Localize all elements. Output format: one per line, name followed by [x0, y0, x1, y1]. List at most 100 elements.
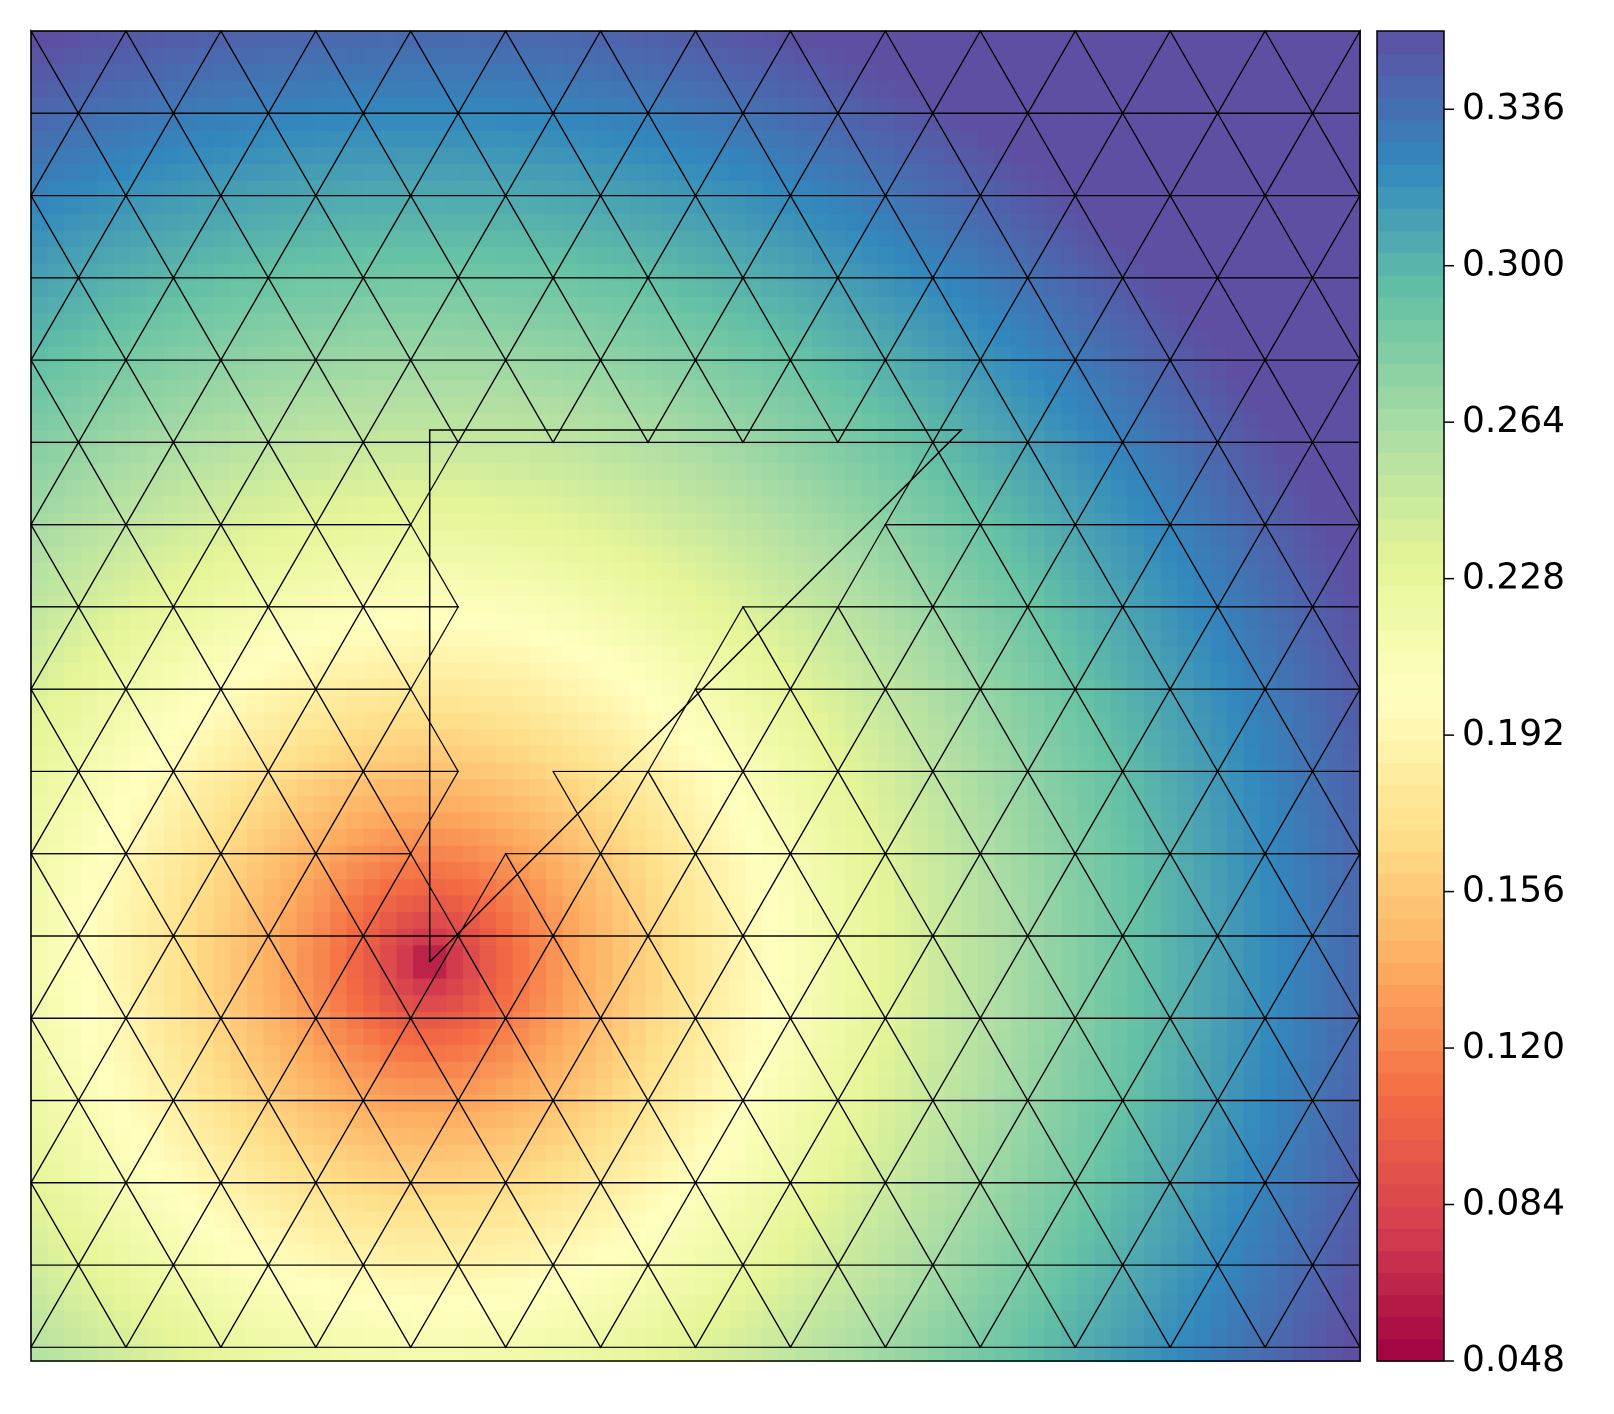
field-cell — [712, 546, 730, 564]
field-cell — [379, 1178, 398, 1196]
field-cell — [429, 413, 448, 431]
field-cell — [645, 1161, 664, 1180]
field-cell — [961, 579, 979, 598]
field-cell — [479, 213, 498, 232]
field-cell — [97, 679, 116, 697]
field-cell — [911, 413, 930, 431]
field-cell — [163, 197, 182, 215]
field-cell — [180, 164, 199, 182]
field-cell — [595, 1095, 614, 1113]
field-cell — [97, 446, 116, 465]
field-cell — [961, 263, 979, 282]
field-cell — [761, 463, 780, 481]
field-cell — [363, 745, 381, 764]
field-cell — [961, 729, 979, 747]
field-cell — [246, 1028, 265, 1047]
field-cell — [629, 1161, 647, 1180]
field-cell — [911, 845, 930, 864]
field-cell — [197, 845, 215, 864]
field-cell — [977, 1277, 996, 1296]
field-cell — [180, 180, 199, 199]
field-cell — [163, 829, 182, 847]
field-cell — [246, 612, 265, 631]
field-cell — [745, 596, 763, 614]
field-cell — [861, 1244, 880, 1263]
field-cell — [396, 563, 415, 581]
field-cell — [479, 280, 498, 298]
field-cell — [1011, 878, 1029, 897]
field-cell — [512, 546, 531, 564]
field-cell — [163, 1344, 182, 1362]
field-cell — [911, 197, 930, 215]
field-cell — [330, 995, 348, 1013]
field-cell — [778, 1095, 797, 1113]
field-cell — [761, 1211, 780, 1229]
field-cell — [795, 247, 813, 265]
field-cell — [778, 1327, 797, 1346]
field-cell — [861, 1111, 880, 1130]
field-cell — [163, 546, 182, 564]
field-cell — [944, 712, 963, 731]
field-cell — [595, 1244, 614, 1263]
field-cell — [363, 1277, 381, 1296]
field-cell — [246, 31, 265, 49]
field-cell — [994, 164, 1013, 182]
field-cell — [1060, 297, 1079, 315]
field-cell — [64, 380, 82, 398]
field-cell — [1011, 247, 1029, 265]
field-cell — [928, 1161, 946, 1180]
field-cell — [595, 646, 614, 664]
field-cell — [811, 396, 830, 415]
field-cell — [213, 114, 232, 132]
field-cell — [977, 1261, 996, 1279]
field-cell — [114, 878, 132, 897]
field-cell — [396, 463, 415, 481]
field-cell — [761, 380, 780, 398]
field-cell — [413, 80, 431, 99]
field-cell — [977, 1211, 996, 1229]
field-cell — [496, 1194, 514, 1213]
field-cell — [80, 380, 99, 398]
field-cell — [213, 1344, 232, 1362]
field-cell — [994, 1228, 1013, 1246]
field-cell — [446, 1194, 464, 1213]
field-cell — [330, 413, 348, 431]
field-cell — [363, 928, 381, 947]
field-cell — [197, 1344, 215, 1362]
field-cell — [446, 529, 464, 548]
field-cell — [1044, 413, 1062, 431]
field-cell — [894, 64, 913, 82]
field-cell — [961, 1078, 979, 1096]
field-cell — [330, 862, 348, 880]
field-cell — [612, 596, 631, 614]
field-cell — [695, 31, 714, 49]
field-cell — [728, 346, 747, 365]
field-cell — [861, 696, 880, 714]
field-cell — [64, 64, 82, 82]
field-cell — [346, 1144, 365, 1163]
field-cell — [114, 463, 132, 481]
field-cell — [1011, 496, 1029, 515]
field-cell — [529, 180, 547, 199]
field-cell — [1011, 829, 1029, 847]
field-cell — [878, 1327, 896, 1346]
field-cell — [80, 430, 99, 448]
field-cell — [961, 1294, 979, 1313]
field-cell — [795, 297, 813, 315]
field-cell — [778, 579, 797, 598]
field-cell — [1011, 147, 1029, 165]
field-cell — [213, 1311, 232, 1329]
field-cell — [413, 180, 431, 199]
field-cell — [363, 330, 381, 348]
field-cell — [1044, 1011, 1062, 1030]
field-cell — [346, 829, 365, 847]
field-cell — [944, 1078, 963, 1096]
field-cell — [313, 496, 332, 515]
field-cell — [163, 313, 182, 332]
field-cell — [197, 197, 215, 215]
field-cell — [778, 1011, 797, 1030]
field-cell — [678, 629, 697, 648]
field-cell — [479, 1178, 498, 1196]
field-cell — [296, 962, 315, 980]
field-cell — [479, 496, 498, 515]
